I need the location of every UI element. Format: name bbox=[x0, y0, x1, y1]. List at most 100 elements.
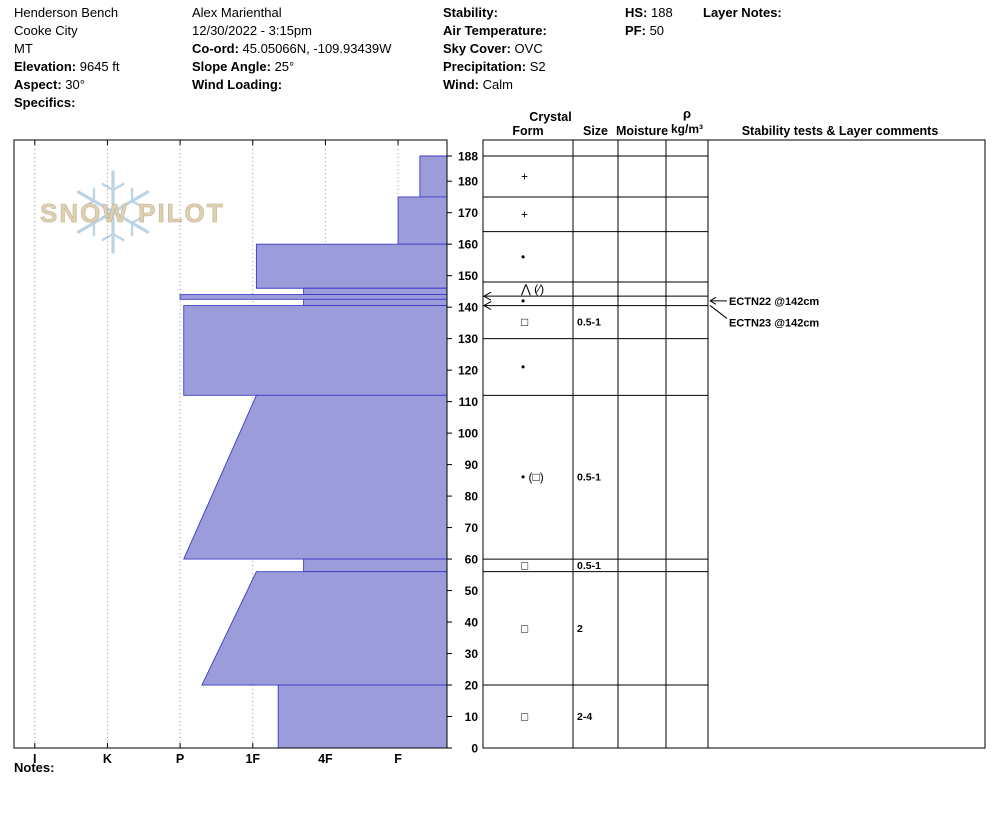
test-leader-line bbox=[709, 305, 728, 319]
snowflake-icon bbox=[130, 199, 144, 209]
logo-text: SNOW PILOT bbox=[40, 198, 225, 228]
snowflake-icon bbox=[76, 190, 115, 214]
layer-pointer-icon bbox=[483, 291, 492, 297]
depth-label: 0 bbox=[471, 742, 478, 756]
snowflake-icon bbox=[111, 232, 125, 242]
layer-pointer-icon bbox=[483, 295, 492, 301]
grain-form-symbol: + bbox=[521, 207, 528, 221]
hardness-axis-label: P bbox=[176, 752, 184, 766]
depth-label: 80 bbox=[465, 490, 479, 504]
snow-layer bbox=[179, 294, 448, 300]
size-header: Size bbox=[583, 124, 608, 138]
header-field: Aspect: 30° bbox=[14, 77, 85, 92]
header-snow-height-column: HS: 188 PF: 50 bbox=[625, 4, 673, 40]
header-field: Alex Marienthal bbox=[192, 5, 282, 20]
grain-form-symbol: • bbox=[521, 250, 525, 264]
depth-label: 170 bbox=[458, 206, 478, 220]
header-conditions-column: Stability: Air Temperature: Sky Cover: OVC… bbox=[443, 4, 547, 94]
header-field: Cooke City bbox=[14, 23, 78, 38]
grain-size-value: 2 bbox=[577, 623, 583, 635]
layer-pointer-icon bbox=[483, 301, 492, 307]
grain-size-value: 0.5-1 bbox=[577, 472, 601, 484]
header-field: Slope Angle: 25° bbox=[192, 59, 295, 74]
depth-label: 120 bbox=[458, 364, 478, 378]
snowflake-icon bbox=[111, 210, 150, 234]
header-field: MT bbox=[14, 41, 33, 56]
hardness-axis-label: 4F bbox=[318, 752, 333, 766]
grain-form-symbol: + bbox=[521, 169, 528, 183]
header-layer-notes-column: Layer Notes: bbox=[703, 4, 782, 22]
depth-label: 30 bbox=[465, 647, 479, 661]
grain-form-symbol: • (□) bbox=[521, 470, 544, 484]
grain-form-symbol: □ bbox=[521, 710, 528, 724]
grain-form-symbol: • bbox=[521, 294, 525, 308]
snow-layer bbox=[303, 298, 448, 307]
layer-pointer-icon bbox=[483, 305, 492, 311]
snowflake-icon bbox=[101, 182, 115, 192]
comments-header: Stability tests & Layer comments bbox=[742, 124, 939, 138]
depth-label: 150 bbox=[458, 269, 478, 283]
snowflake-icon bbox=[82, 215, 96, 225]
header-observer-column: Alex Marienthal 12/30/2022 - 3:15pm Co-ord… bbox=[192, 4, 391, 94]
header-field: Air Temperature: bbox=[443, 23, 547, 38]
density-header: ρ bbox=[683, 106, 691, 121]
grain-form-symbol: □ bbox=[521, 558, 528, 572]
snowflake-icon bbox=[76, 210, 115, 234]
hardness-chart-frame bbox=[13, 139, 448, 749]
snow-layer bbox=[303, 287, 448, 296]
grain-size-value: 0.5-1 bbox=[577, 317, 601, 329]
depth-label: 110 bbox=[459, 395, 479, 409]
depth-label: 90 bbox=[465, 458, 479, 472]
hardness-axis-label: 1F bbox=[245, 752, 260, 766]
hardness-axis-label: K bbox=[103, 752, 112, 766]
depth-label: 180 bbox=[458, 175, 478, 189]
depth-label: 188 bbox=[458, 150, 478, 164]
header-location-column: Henderson Bench Cooke City MT Elevation: 96… bbox=[14, 4, 120, 112]
hardness-axis-label: F bbox=[394, 752, 402, 766]
depth-label: 100 bbox=[458, 427, 478, 441]
depth-label: 160 bbox=[458, 238, 478, 252]
grain-panel-frame bbox=[482, 139, 986, 749]
snow-layer bbox=[419, 155, 448, 198]
header-field: Stability: bbox=[443, 5, 498, 20]
snow-layer bbox=[303, 558, 448, 573]
snow-layer bbox=[201, 571, 448, 686]
notes-label: Notes: bbox=[14, 760, 55, 775]
test-arrow-icon bbox=[709, 296, 717, 302]
header-field: PF: 50 bbox=[625, 23, 665, 38]
header-field: Sky Cover: OVC bbox=[443, 41, 543, 56]
header-field: Elevation: 9645 ft bbox=[14, 59, 120, 74]
header-field: 12/30/2022 - 3:15pm bbox=[192, 23, 312, 38]
header-field: Wind: Calm bbox=[443, 77, 513, 92]
depth-label: 20 bbox=[465, 679, 479, 693]
snow-layer bbox=[397, 196, 448, 245]
depth-label: 50 bbox=[465, 584, 479, 598]
header-field: HS: 188 bbox=[625, 5, 673, 20]
header-field: Henderson Bench bbox=[14, 5, 119, 20]
header-field: Specifics: bbox=[14, 95, 76, 110]
snowflake-icon bbox=[82, 199, 96, 209]
header-field: Layer Notes: bbox=[703, 5, 782, 20]
form-header: Form bbox=[512, 124, 543, 138]
grain-form-symbol: ⋀ (∕) bbox=[520, 282, 544, 296]
depth-label: 140 bbox=[458, 301, 478, 315]
stability-test-label: ECTN23 @142cm bbox=[729, 317, 819, 329]
grain-form-symbol: • bbox=[521, 360, 525, 374]
grain-size-value: 2-4 bbox=[577, 711, 592, 723]
snowflake-icon bbox=[111, 182, 125, 192]
moisture-header: Moisture bbox=[616, 124, 668, 138]
header-field: Precipitation: S2 bbox=[443, 59, 546, 74]
grain-form-symbol: □ bbox=[521, 621, 528, 635]
snowflake-icon bbox=[111, 190, 150, 214]
snow-layer bbox=[183, 394, 448, 560]
snow-layer bbox=[183, 305, 448, 396]
stability-test-label: ECTN22 @142cm bbox=[729, 296, 819, 308]
grain-form-symbol: □ bbox=[521, 315, 528, 329]
depth-label: 10 bbox=[465, 710, 479, 724]
hardness-axis-label: I bbox=[33, 752, 36, 766]
depth-label: 40 bbox=[465, 616, 479, 630]
snow-layer bbox=[255, 243, 448, 289]
depth-label: 130 bbox=[458, 332, 478, 346]
